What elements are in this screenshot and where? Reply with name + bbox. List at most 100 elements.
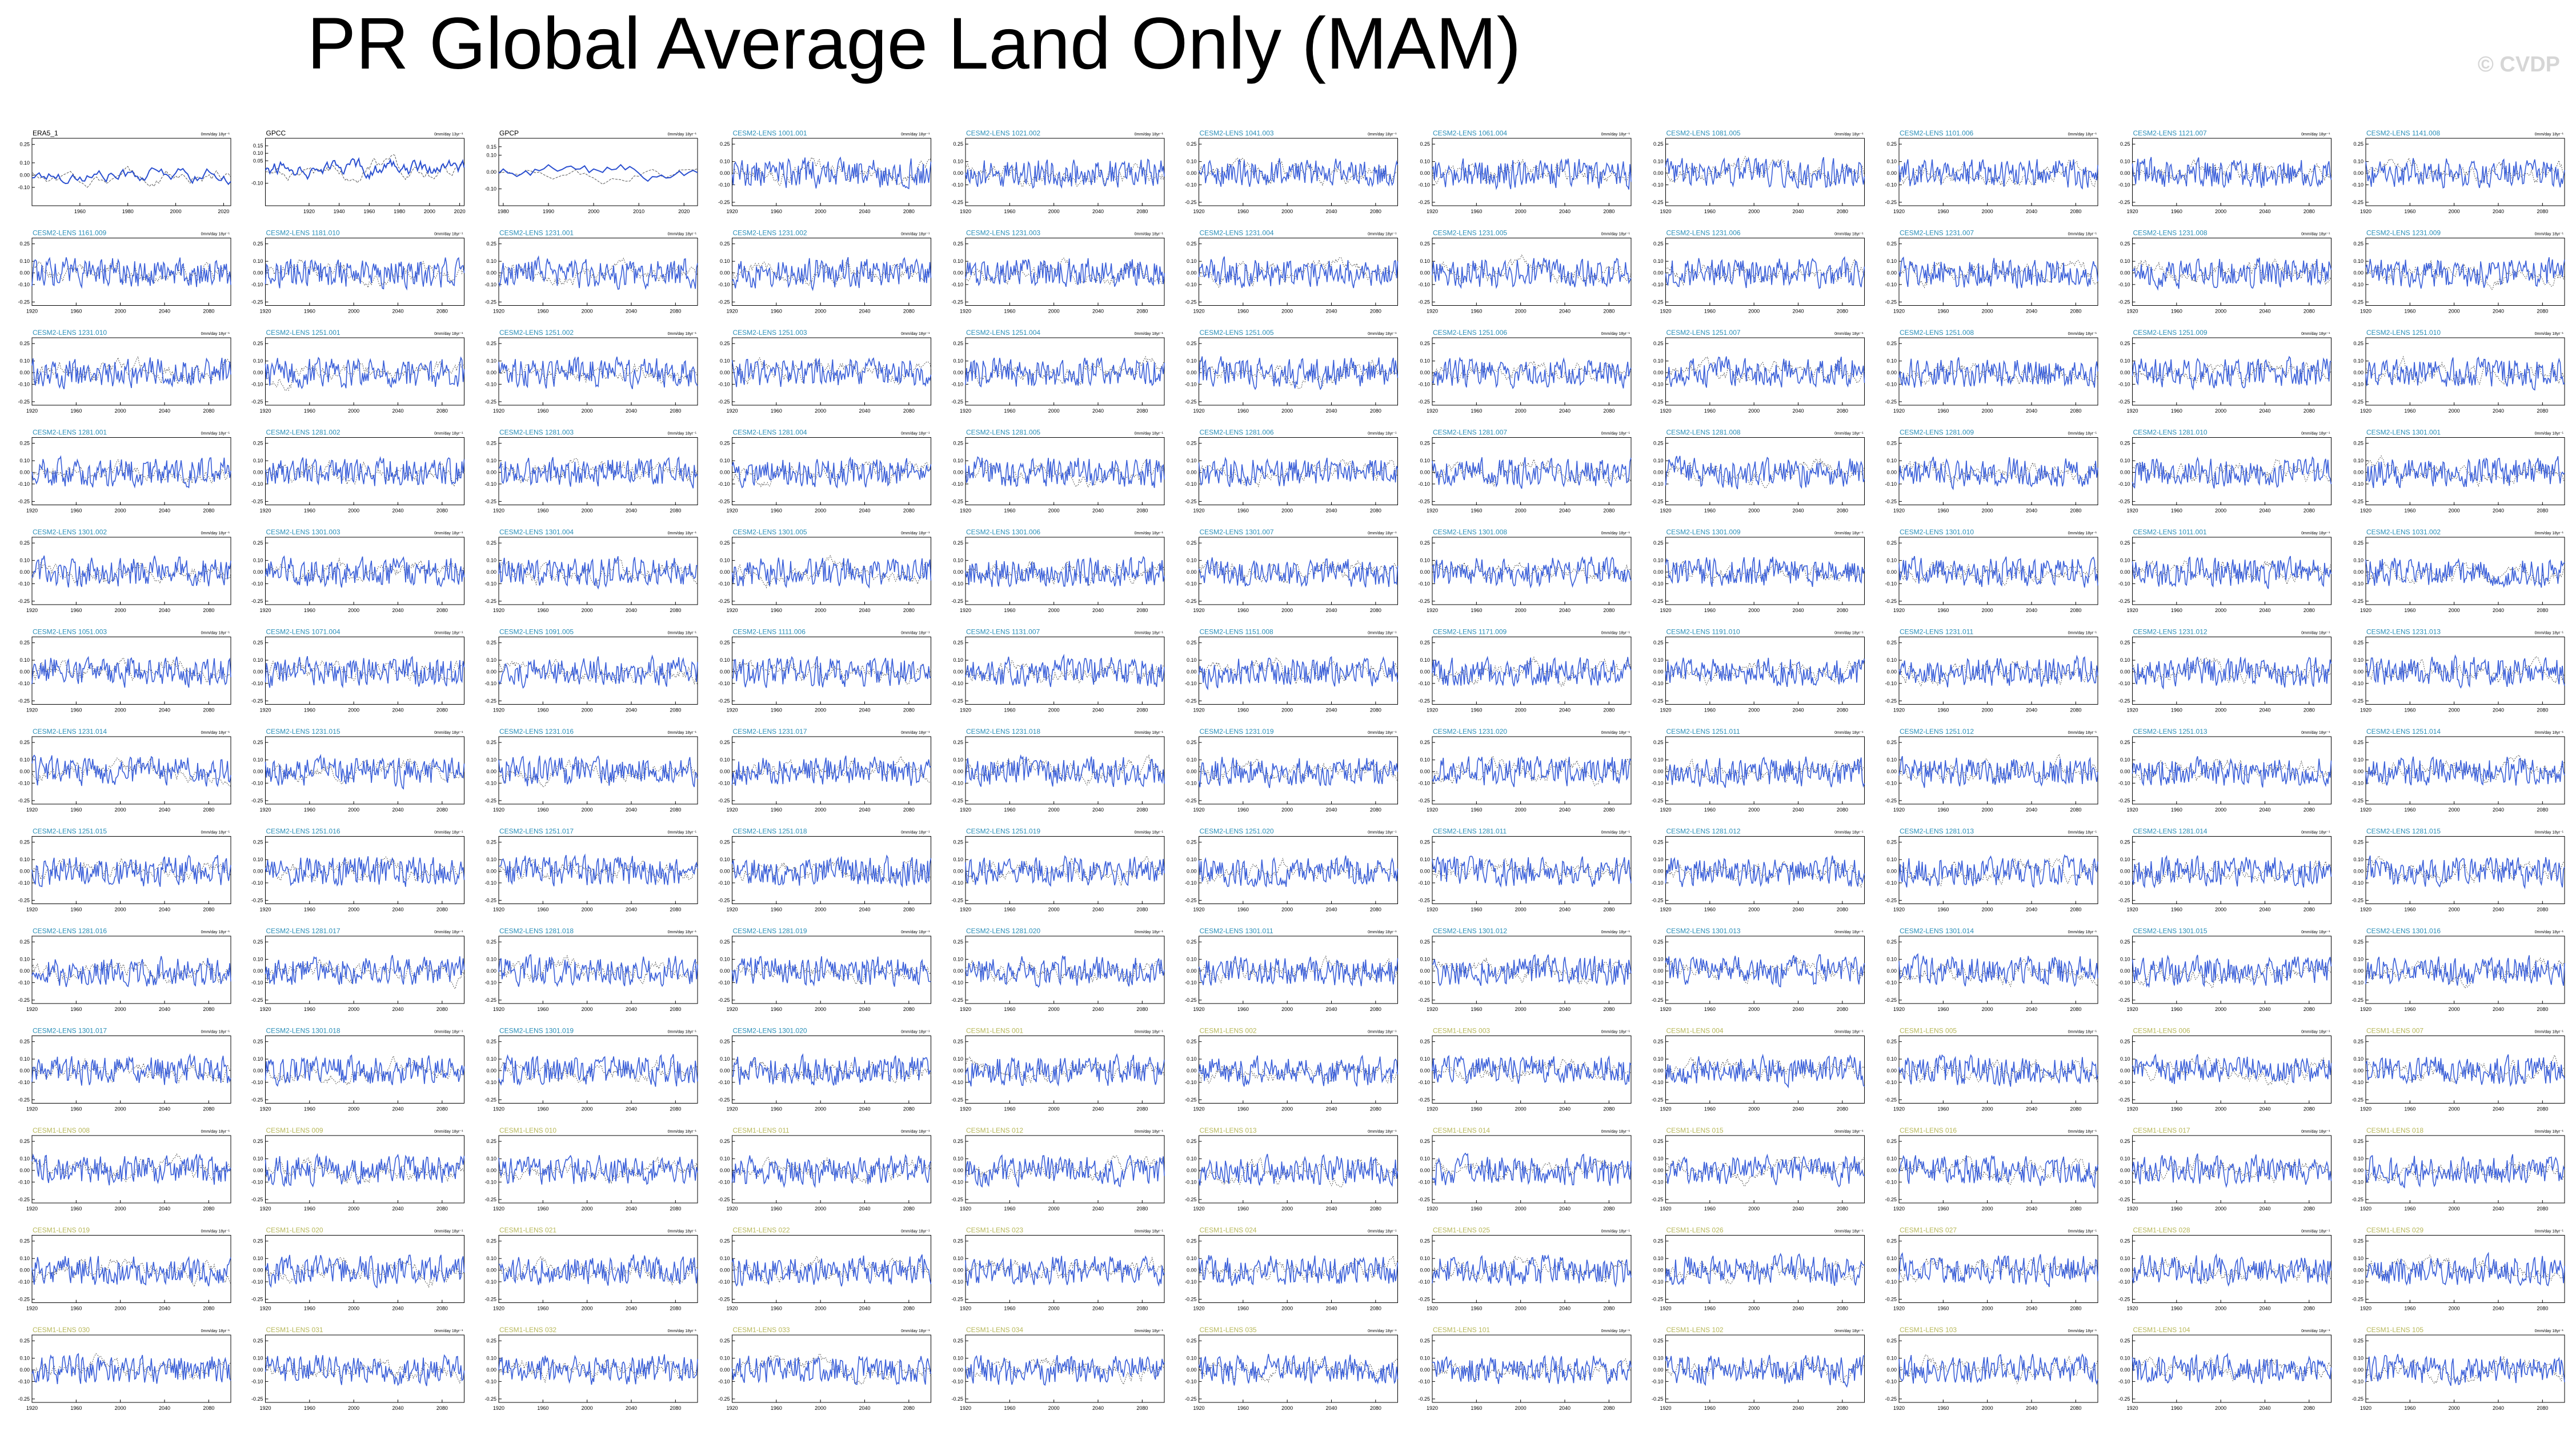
x-tick-label: 2080: [2537, 309, 2548, 314]
y-tick-label: 0.25: [720, 341, 730, 346]
panel-title: CESM2-LENS 1231.018: [966, 728, 1040, 736]
panel-units: 0mm/day 18yr⁻¹: [668, 432, 697, 436]
y-tick-label: -0.25: [18, 498, 30, 504]
x-tick-label: 1920: [1893, 1306, 1905, 1312]
panel-frame: [1432, 1036, 1632, 1104]
x-tick-label: 1920: [2126, 1106, 2138, 1112]
x-tick-label: 1960: [1237, 408, 1249, 414]
x-tick-label: 1960: [537, 707, 548, 713]
y-tick-label: 0.10: [1187, 159, 1197, 165]
panel-units: 0mm/day 18yr⁻¹: [2068, 731, 2097, 735]
y-tick-label: 0.00: [486, 470, 496, 475]
x-tick-label: 1920: [960, 508, 971, 514]
x-tick-label: 2080: [2303, 309, 2315, 314]
x-tick-label: 2040: [159, 508, 170, 514]
series-line: [1898, 1154, 2098, 1189]
x-tick-label: 1920: [1427, 508, 1438, 514]
panel-units: 0mm/day 18yr⁻¹: [201, 731, 230, 735]
y-tick-label: -0.25: [718, 199, 730, 205]
y-tick-label: 0.10: [720, 1056, 730, 1062]
panel-frame: [2365, 1334, 2565, 1403]
panel-units: 0mm/day 18yr⁻¹: [2068, 930, 2097, 934]
panel-frame: [498, 836, 698, 904]
x-tick-label: 2040: [392, 907, 403, 913]
x-tick-label: 2040: [1559, 907, 1571, 913]
panel-frame: [2365, 337, 2565, 406]
x-tick-label: 1960: [771, 607, 782, 613]
y-tick-label: -0.25: [718, 399, 730, 405]
y-tick-label: -0.10: [1885, 681, 1897, 686]
x-tick-label: 1960: [304, 1006, 315, 1012]
series-line: [1198, 356, 1399, 390]
y-tick-label: -0.10: [951, 1179, 963, 1185]
x-tick-label: 2080: [1837, 1206, 1848, 1212]
y-tick-label: 0.10: [2353, 558, 2363, 563]
x-tick-label: 1960: [1004, 1006, 1015, 1012]
panel-title: CESM2-LENS 1081.005: [1666, 129, 1741, 137]
y-tick-label: 0.00: [1886, 270, 1897, 276]
panel-units: 0mm/day 18yr⁻¹: [2301, 831, 2330, 835]
x-tick-label: 2000: [2215, 907, 2226, 913]
panel-title: CESM1-LENS 025: [1433, 1226, 1490, 1234]
x-tick-label: 1920: [26, 907, 38, 913]
y-tick-label: 0.25: [1187, 939, 1197, 945]
y-tick-label: -0.10: [718, 780, 730, 786]
series-line: [2132, 854, 2332, 889]
x-tick-label: 2000: [582, 408, 593, 414]
y-tick-label: -0.10: [2351, 780, 2363, 786]
y-tick-label: -0.10: [1652, 481, 1664, 487]
panel-frame: [732, 736, 931, 805]
y-tick-label: 0.25: [486, 840, 496, 845]
x-tick-label: 2040: [626, 1206, 637, 1212]
y-tick-label: 0.10: [1886, 957, 1897, 962]
panel-title: CESM2-LENS 1231.013: [2366, 628, 2441, 636]
x-tick-label: 2040: [859, 707, 870, 713]
panel-title: CESM2-LENS 1191.010: [1666, 628, 1741, 636]
y-tick-label: 0.25: [953, 540, 963, 546]
x-tick-label: 2000: [348, 1405, 359, 1411]
x-tick-label: 2000: [582, 1106, 593, 1112]
y-tick-label: 0.25: [1420, 1238, 1430, 1244]
y-tick-label: 0.25: [720, 141, 730, 147]
x-tick-label: 2000: [582, 807, 593, 813]
x-tick-label: 2040: [2026, 209, 2037, 214]
x-tick-label: 1920: [493, 1006, 504, 1012]
y-tick-label: 0.10: [720, 957, 730, 962]
y-tick-label: 0.10: [1653, 657, 1664, 663]
x-tick-label: 2040: [2259, 1006, 2270, 1012]
x-tick-label: 1920: [1193, 607, 1204, 613]
x-tick-label: 2040: [159, 907, 170, 913]
x-tick-label: 2040: [1792, 508, 1804, 514]
y-tick-label: 0.10: [2353, 1056, 2363, 1062]
y-tick-label: -0.10: [251, 1080, 263, 1085]
x-tick-label: 2040: [1092, 1306, 1104, 1312]
y-tick-label: 0.10: [1420, 1256, 1430, 1261]
panel-units: 0mm/day 18yr⁻¹: [668, 1030, 697, 1034]
x-tick-label: 2000: [1515, 209, 1527, 214]
panel-title: CESM2-LENS 1231.007: [1900, 229, 1974, 237]
x-tick-label: 2080: [1136, 209, 1148, 214]
x-tick-label: 1920: [493, 1306, 504, 1312]
y-tick-label: 0.25: [953, 1338, 963, 1344]
y-tick-label: 0.10: [2120, 957, 2130, 962]
panel-frame: [498, 1334, 698, 1403]
panel-frame: [1199, 1135, 1398, 1204]
x-tick-label: 1920: [2360, 1206, 2371, 1212]
y-tick-label: 0.25: [253, 1338, 263, 1344]
y-tick-label: -0.10: [718, 481, 730, 487]
x-tick-label: 2080: [903, 607, 915, 613]
x-tick-label: 2040: [1092, 707, 1104, 713]
x-tick-label: 2040: [2493, 408, 2504, 414]
reference-series-line: [2365, 259, 2565, 290]
x-tick-label: 2000: [115, 1106, 126, 1112]
x-tick-label: 1920: [726, 408, 738, 414]
x-tick-label: 2000: [115, 1306, 126, 1312]
